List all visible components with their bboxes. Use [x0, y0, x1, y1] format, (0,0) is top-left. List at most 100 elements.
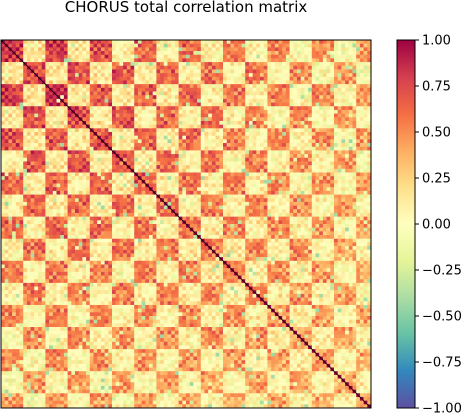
heatmap-cell: [248, 143, 253, 148]
heatmap-cell: [75, 120, 79, 125]
heatmap-cell: [60, 80, 65, 85]
heatmap-cell: [182, 80, 187, 85]
heatmap-cell: [182, 150, 187, 155]
heatmap-cell: [156, 102, 161, 107]
heatmap-cell: [193, 135, 198, 140]
heatmap-cell: [326, 58, 331, 63]
heatmap-cell: [285, 98, 290, 103]
heatmap-cell: [267, 102, 272, 107]
heatmap-cell: [252, 176, 257, 181]
heatmap-cell: [311, 216, 316, 221]
heatmap-cell: [26, 146, 31, 151]
heatmap-cell: [186, 106, 190, 111]
heatmap-cell: [60, 106, 65, 111]
heatmap-cell: [248, 98, 253, 103]
heatmap-cell: [256, 135, 261, 140]
heatmap-cell: [52, 168, 57, 173]
heatmap-cell: [100, 150, 105, 155]
heatmap-cell: [237, 161, 242, 166]
heatmap-cell: [67, 113, 72, 118]
heatmap-cell: [63, 47, 68, 52]
heatmap-cell: [52, 47, 57, 52]
heatmap-cell: [289, 165, 294, 170]
heatmap-cell: [282, 172, 287, 177]
heatmap-cell: [97, 98, 102, 103]
heatmap-cell: [330, 132, 335, 136]
heatmap-cell: [219, 76, 224, 81]
heatmap-cell: [41, 73, 46, 78]
heatmap-cell: [311, 106, 316, 111]
heatmap-cell: [308, 124, 313, 129]
heatmap-cell: [248, 102, 253, 107]
heatmap-cell: [130, 124, 135, 129]
heatmap-cell: [252, 80, 257, 85]
heatmap-cell: [234, 220, 239, 225]
heatmap-cell: [189, 187, 194, 192]
heatmap-cell: [300, 198, 305, 203]
heatmap-cell: [352, 135, 357, 140]
heatmap-cell: [160, 132, 165, 136]
heatmap-cell: [260, 209, 264, 214]
heatmap-cell: [223, 190, 227, 195]
heatmap-cell: [211, 146, 216, 151]
heatmap-cell: [75, 106, 79, 111]
heatmap-cell: [100, 194, 105, 199]
heatmap-cell: [252, 128, 257, 133]
heatmap-cell: [193, 190, 198, 195]
heatmap-cell: [4, 212, 9, 217]
heatmap-cell: [326, 40, 331, 44]
heatmap-cell: [367, 58, 372, 63]
heatmap-cell: [189, 62, 194, 67]
heatmap-cell: [182, 154, 187, 159]
heatmap-cell: [356, 216, 361, 221]
heatmap-cell: [38, 172, 42, 177]
heatmap-cell: [45, 65, 50, 70]
heatmap-cell: [197, 80, 202, 85]
heatmap-cell: [204, 98, 209, 103]
heatmap-cell: [167, 212, 172, 217]
heatmap-cell: [52, 109, 57, 114]
heatmap-cell: [19, 47, 24, 52]
heatmap-cell: [241, 132, 246, 136]
heatmap-cell: [304, 95, 309, 100]
heatmap-cell: [163, 139, 168, 144]
heatmap-cell: [78, 183, 83, 188]
heatmap-cell: [208, 113, 213, 118]
heatmap-cell: [297, 205, 301, 210]
heatmap-cell: [297, 165, 301, 170]
heatmap-cell: [237, 91, 242, 96]
heatmap-cell: [341, 190, 346, 195]
heatmap-cell: [241, 117, 246, 122]
heatmap-cell: [330, 54, 335, 59]
heatmap-cell: [204, 102, 209, 107]
heatmap-cell: [167, 65, 172, 70]
heatmap-cell: [152, 143, 157, 148]
heatmap-cell: [8, 176, 13, 181]
heatmap-cell: [119, 146, 124, 151]
heatmap-cell: [289, 76, 294, 81]
heatmap-cell: [297, 183, 301, 188]
heatmap-cell: [163, 132, 168, 136]
heatmap-cell: [130, 220, 135, 225]
heatmap-cell: [223, 95, 227, 100]
heatmap-cell: [285, 128, 290, 133]
heatmap-cell: [34, 187, 39, 192]
heatmap-cell: [359, 124, 364, 129]
heatmap-cell: [345, 43, 350, 48]
heatmap-cell: [208, 87, 213, 92]
heatmap-cell: [274, 187, 279, 192]
heatmap-cell: [49, 135, 54, 140]
heatmap-cell: [171, 132, 176, 136]
heatmap-cell: [278, 168, 283, 173]
heatmap-cell: [204, 91, 209, 96]
heatmap-cell: [285, 73, 290, 78]
heatmap-cell: [211, 150, 216, 155]
heatmap-cell: [300, 80, 305, 85]
heatmap-cell: [8, 172, 13, 177]
heatmap-cell: [126, 87, 131, 92]
heatmap-cell: [97, 146, 102, 151]
heatmap-cell: [234, 187, 239, 192]
heatmap-cell: [174, 179, 179, 184]
heatmap-cell: [30, 198, 35, 203]
heatmap-cell: [274, 73, 279, 78]
